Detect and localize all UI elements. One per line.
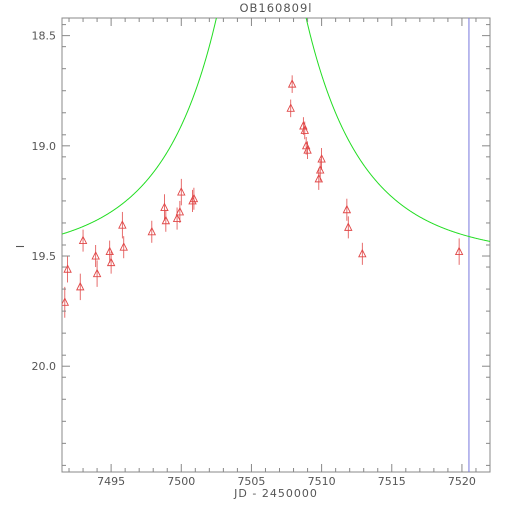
triangle-marker	[62, 297, 70, 306]
triangle-marker	[300, 125, 309, 134]
chart-title: OB160809l	[239, 1, 312, 15]
data-point	[63, 256, 72, 283]
y-axis-ticks: 18.5 19.0 19.5 20.0	[32, 24, 490, 466]
data-point	[189, 187, 199, 210]
y-tick-label: 18.5	[32, 30, 57, 43]
data-points	[62, 75, 464, 318]
triangle-marker	[119, 242, 128, 251]
data-point	[342, 198, 352, 221]
triangle-marker	[63, 264, 72, 273]
data-point	[454, 238, 464, 265]
triangle-marker	[91, 251, 100, 260]
data-point	[105, 240, 114, 263]
model-curve	[62, 18, 490, 242]
triangle-marker	[76, 281, 85, 291]
x-tick-label: 7510	[308, 475, 336, 488]
data-point	[119, 236, 128, 259]
data-point	[175, 200, 185, 223]
data-point	[301, 137, 311, 155]
triangle-marker	[286, 103, 295, 112]
data-point	[287, 75, 297, 93]
x-axis-title: JD - 2450000	[233, 487, 318, 500]
data-point	[299, 117, 308, 135]
data-point	[161, 209, 171, 232]
triangle-marker	[189, 193, 199, 203]
data-point	[76, 273, 85, 301]
x-tick-label: 7505	[237, 475, 265, 488]
data-point	[188, 189, 197, 212]
data-point	[172, 207, 182, 230]
data-point	[177, 178, 186, 206]
triangle-marker	[317, 154, 326, 163]
y-tick-label: 20.0	[32, 360, 57, 373]
triangle-marker	[92, 268, 102, 278]
data-point	[300, 121, 309, 140]
data-point	[317, 148, 326, 171]
data-point	[303, 141, 312, 160]
triangle-marker	[172, 213, 182, 223]
triangle-marker	[118, 220, 127, 229]
triangle-marker	[147, 226, 157, 236]
x-tick-label: 7520	[448, 475, 476, 488]
data-point	[147, 220, 157, 243]
data-point	[358, 242, 367, 265]
data-point	[118, 211, 127, 239]
y-tick-label: 19.0	[32, 140, 57, 153]
x-axis-ticks: 7495 7500 7505 7510 7515 7520	[68, 18, 491, 488]
triangle-marker	[78, 235, 88, 245]
triangle-marker	[160, 202, 169, 211]
triangle-marker	[358, 248, 367, 258]
triangle-marker	[303, 145, 312, 154]
triangle-marker	[177, 187, 186, 196]
triangle-marker	[287, 79, 297, 88]
triangle-marker	[161, 215, 171, 225]
data-point	[314, 167, 324, 190]
x-tick-label: 7500	[167, 475, 195, 488]
plot-area	[62, 18, 490, 472]
data-point	[62, 286, 70, 318]
data-point	[286, 99, 295, 118]
data-point	[160, 194, 169, 221]
x-tick-label: 7495	[97, 475, 125, 488]
y-axis-title: I	[14, 244, 27, 248]
triangle-marker	[342, 204, 352, 214]
data-point	[91, 245, 100, 268]
data-point	[78, 229, 88, 252]
data-point	[92, 260, 102, 287]
triangle-marker	[105, 246, 114, 256]
data-point	[106, 251, 116, 274]
triangle-marker	[344, 222, 353, 231]
triangle-marker	[175, 206, 185, 216]
plot-frame	[61, 17, 491, 473]
data-point	[344, 216, 353, 239]
triangle-marker	[454, 246, 464, 256]
y-tick-label: 19.5	[32, 250, 57, 263]
triangle-marker	[106, 257, 116, 267]
x-tick-label: 7515	[378, 475, 406, 488]
